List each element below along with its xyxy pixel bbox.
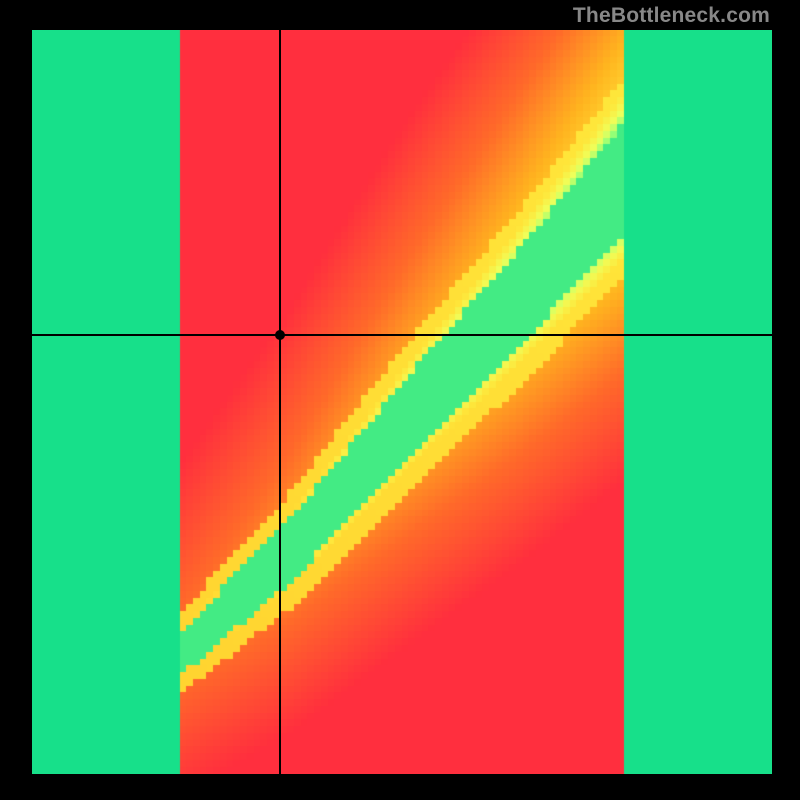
heatmap-plot bbox=[32, 30, 772, 774]
crosshair-vertical bbox=[279, 30, 280, 774]
chart-container: TheBottleneck.com bbox=[0, 0, 800, 800]
heatmap-canvas bbox=[32, 30, 772, 774]
marker-dot bbox=[275, 330, 285, 340]
crosshair-horizontal bbox=[32, 334, 772, 335]
watermark-text: TheBottleneck.com bbox=[573, 4, 770, 28]
